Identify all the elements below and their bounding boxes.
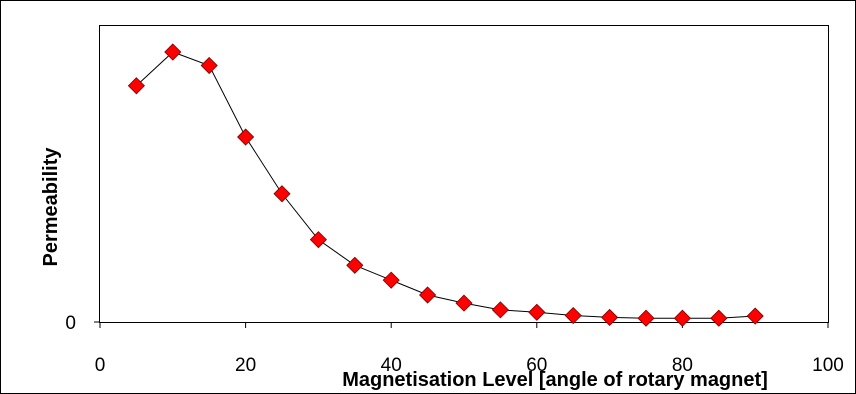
- data-point: [127, 77, 145, 95]
- y-axis-ticks: 0: [65, 313, 100, 334]
- plot-area: [99, 25, 829, 323]
- x-tick-label: 20: [235, 355, 256, 376]
- y-tick-label: 0: [65, 313, 76, 334]
- data-point: [200, 56, 218, 75]
- data-point: [528, 303, 546, 321]
- x-axis-title: Magnetisation Level [angle of rotary mag…: [342, 369, 768, 391]
- x-tick-label: 40: [381, 355, 402, 376]
- data-point: [164, 43, 182, 61]
- data-point: [455, 294, 473, 312]
- data-point: [237, 128, 255, 146]
- x-tick-label: 80: [672, 355, 693, 376]
- x-tick-label: 100: [812, 355, 844, 376]
- data-point: [564, 306, 582, 325]
- data-point: [309, 231, 327, 249]
- data-point: [346, 256, 364, 274]
- data-point: [419, 286, 437, 304]
- x-axis-ticks: 0 20 40 60 80 100: [95, 322, 844, 376]
- series-layer: [127, 43, 764, 327]
- data-point: [273, 185, 291, 203]
- x-tick-label: 0: [95, 355, 106, 376]
- y-axis-title: Permeability: [40, 147, 62, 267]
- data-point: [710, 309, 728, 327]
- data-point: [601, 308, 619, 326]
- data-point: [491, 301, 509, 319]
- data-point: [637, 309, 655, 327]
- x-tick-label: 60: [526, 355, 547, 376]
- data-point: [382, 271, 400, 289]
- data-point: [746, 307, 764, 325]
- data-point: [673, 309, 691, 327]
